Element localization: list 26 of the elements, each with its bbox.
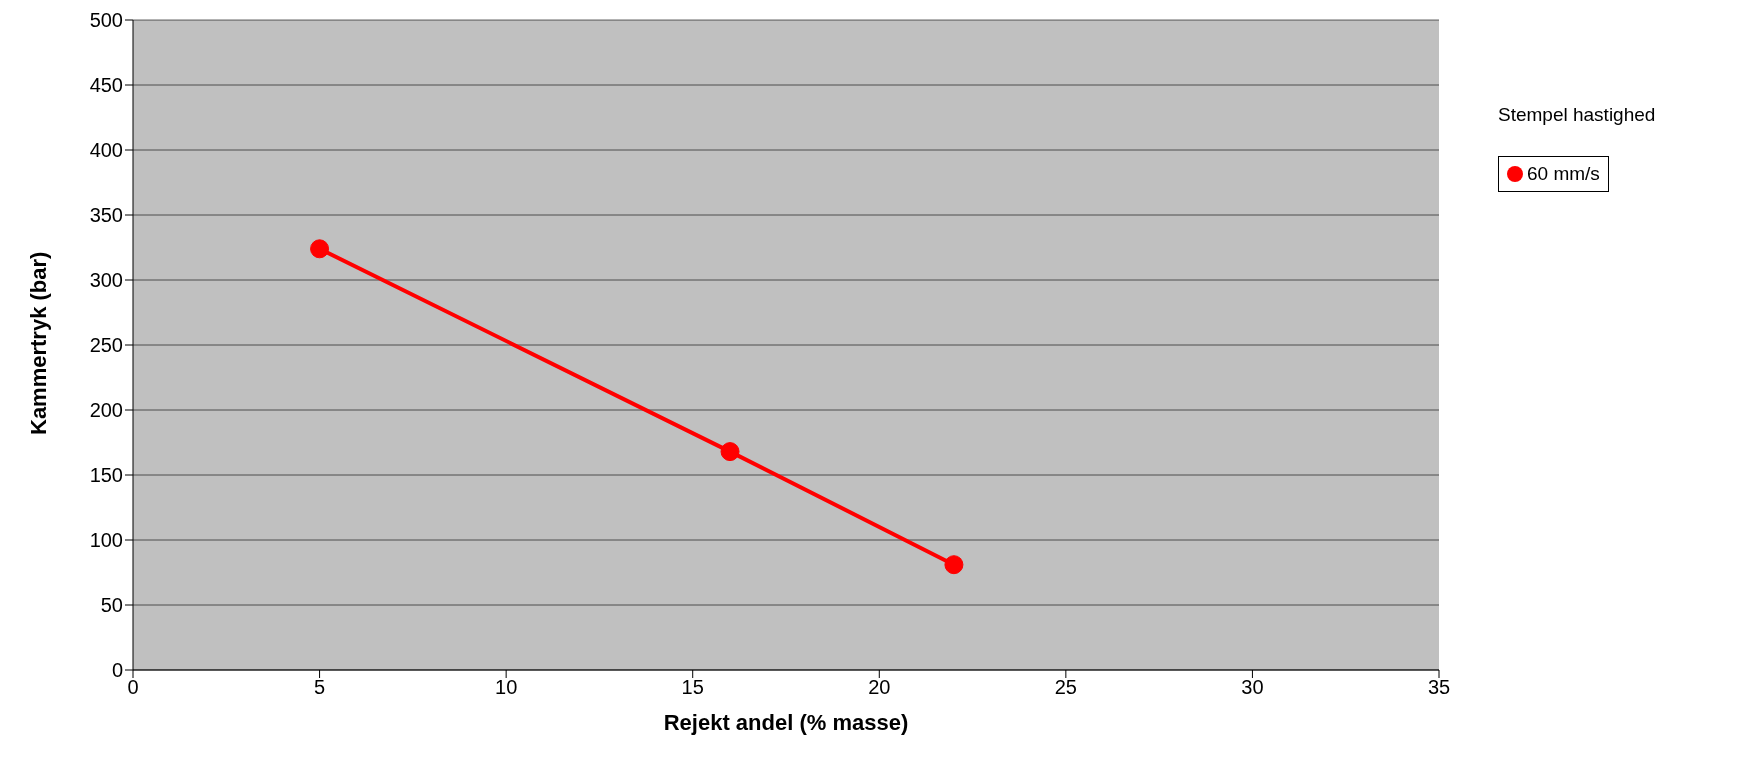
point: [720, 442, 740, 462]
point: [944, 555, 964, 575]
x-tick-label: 35: [1427, 676, 1451, 699]
x-tick-label: 25: [1054, 676, 1077, 699]
y-tick-label: 400: [89, 139, 123, 162]
y-tick-label: 300: [89, 269, 123, 292]
y-tick-label: 200: [89, 399, 123, 422]
y-tick-label: 450: [89, 74, 123, 97]
y-tick-label: 150: [89, 464, 123, 487]
legend-title: Stempel hastighed: [1498, 104, 1656, 126]
y-tick-label: 50: [100, 594, 123, 617]
x-tick-label: 10: [495, 676, 518, 699]
x-tick-label: 15: [681, 676, 704, 699]
y-tick-label: 250: [89, 334, 123, 357]
y-tick-label: 100: [89, 529, 123, 552]
y-tick-label: 0: [111, 659, 123, 682]
legend-label: 60 mm/s: [1527, 163, 1600, 185]
x-tick-label: 20: [868, 676, 891, 699]
x-tick-label: 30: [1241, 676, 1264, 699]
y-tick-label: 500: [89, 9, 123, 32]
x-tick-label: 0: [127, 676, 139, 699]
y-tick-label: 350: [89, 204, 123, 227]
x-tick-label: 5: [314, 676, 326, 699]
point: [310, 239, 330, 259]
y-axis-title: Kammertryk (bar): [25, 251, 51, 435]
x-axis-title: Rejekt andel (% masse): [663, 710, 909, 735]
